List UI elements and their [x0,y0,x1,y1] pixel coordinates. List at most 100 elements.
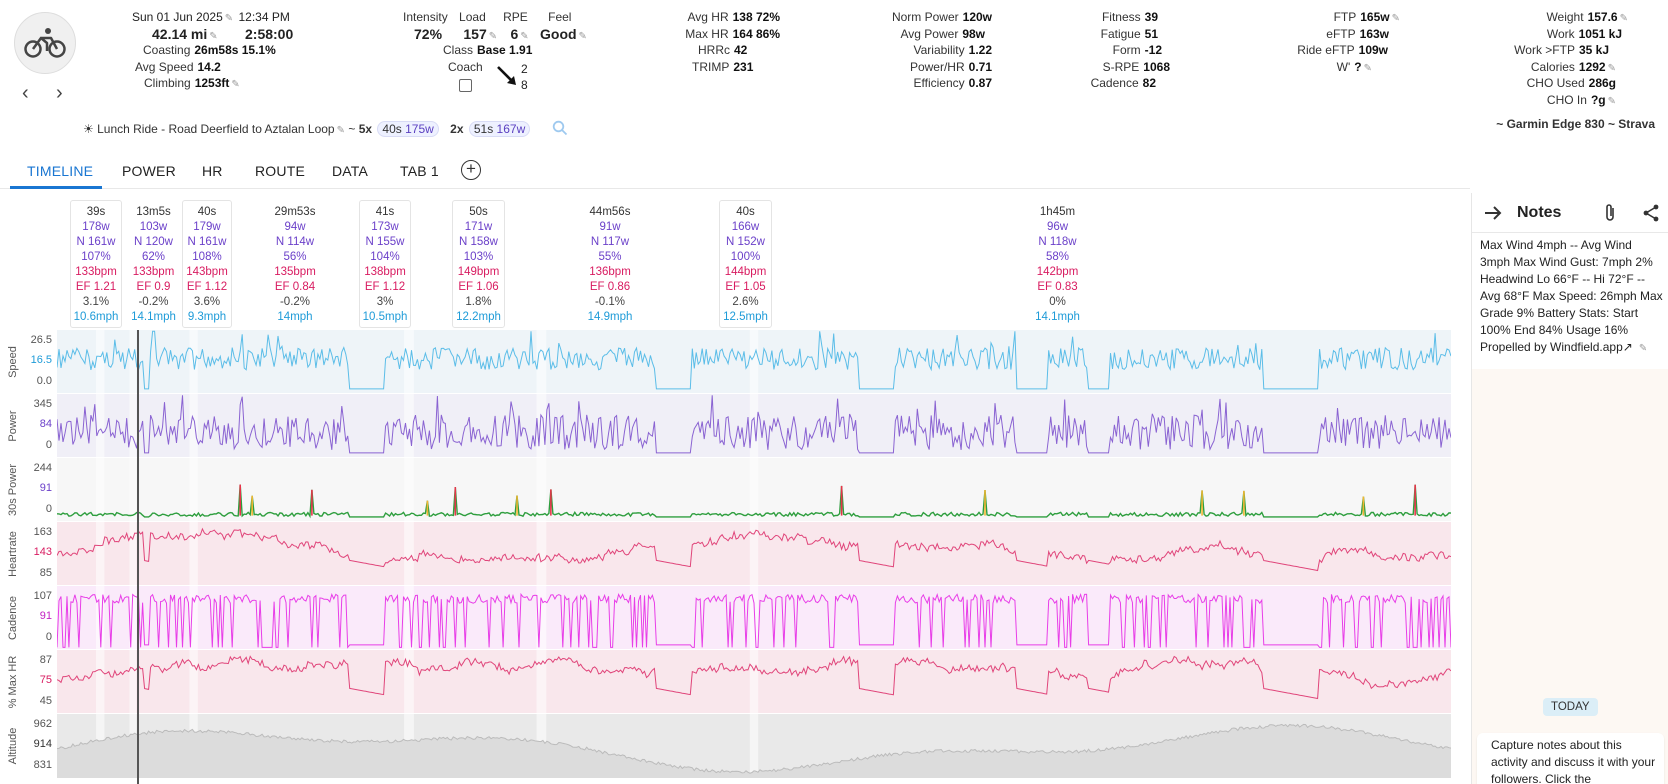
edit-icon[interactable]: ✎ [578,30,587,42]
interval-dur: 13m5s [136,206,171,218]
chart-axis-label: Speed [3,330,23,394]
interval-band [536,586,547,650]
bike-avatar[interactable] [14,12,76,74]
stat-value[interactable]: ?g [1590,92,1606,107]
interval-group-chip[interactable]: 51s 167w [468,121,531,137]
chart-trace-svg [57,394,1451,458]
chart-plot-area[interactable] [57,394,1451,458]
stat-value[interactable]: 1292 [1578,59,1606,74]
interval-band [189,522,198,586]
stat-value[interactable]: 157.6 [1587,10,1618,24]
add-tab-icon[interactable]: + [461,160,481,180]
activity-date[interactable]: Sun 01 Jun 2025 [132,10,223,24]
trend-bottom: 8 [521,78,528,92]
edit-icon[interactable]: ✎ [336,125,345,136]
chart-panel[interactable]: 30s Power 244 91 0 [0,458,1470,522]
interval-card[interactable]: 44m56s 91w N 117w 55% 136bpm EF 0.86 -0.1% 14.9… [545,200,675,328]
timeline-cursor[interactable] [137,330,139,784]
interval-group-chip[interactable]: 40s 175w [377,121,439,137]
chart-panel[interactable]: Heartrate 163 143 85 [0,522,1470,586]
chart-tick-label: 26.5 [30,334,52,346]
chart-axis-label: Heartrate [3,522,23,586]
stat-label: Work >FTP [1514,43,1575,57]
edit-icon[interactable]: ✎ [520,30,529,42]
chart-panel[interactable]: Power 345 84 0 [0,394,1470,458]
rpe-value[interactable]: 6 [510,25,519,42]
interval-card[interactable]: 40s 179w N 161w 108% 143bpm EF 1.12 3.6% 9.3mph [182,200,232,328]
chart-axis-label-text: Cadence [7,595,19,641]
load-value[interactable]: 157 [463,25,487,42]
interval-card[interactable]: 40s 166w N 152w 100% 144bpm EF 1.05 2.6% 12.5mp… [719,200,772,328]
external-link-icon[interactable]: ↗ [1622,340,1633,354]
interval-card[interactable]: 1h45m 96w N 118w 58% 142bpm EF 0.83 0% 14.1mph [975,200,1140,328]
chart-plot-area[interactable] [57,714,1451,778]
stat-value[interactable]: 165w [1360,10,1390,24]
stat-value: 1051 kJ [1578,26,1622,41]
chart-plot-area[interactable] [57,522,1451,586]
stat-work-ftp: Work >FTP 35 kJ [1478,42,1628,59]
paperclip-icon[interactable] [1603,203,1617,223]
device-source: ~ Garmin Edge 830 ~ Strava [1496,117,1655,131]
notes-content[interactable]: Max Wind 4mph -- Avg Wind 3mph Max Wind … [1472,233,1668,369]
search-icon[interactable] [552,120,568,136]
tab-hr[interactable]: HR [202,163,223,179]
tab-route[interactable]: ROUTE [255,163,305,179]
chart-panel[interactable]: Speed 26.5 16.5 0.0 [0,330,1470,394]
activity-distance[interactable]: 42.14 mi [152,25,208,42]
chart-plot-area[interactable] [57,650,1451,714]
edit-icon[interactable]: ✎ [231,79,240,90]
next-activity-icon[interactable]: › [56,82,63,104]
stat-value[interactable]: ? [1354,59,1362,74]
collapse-arrow-icon[interactable] [1484,205,1502,221]
chart-panel[interactable]: Cadence 107 91 0 [0,586,1470,650]
edit-icon[interactable]: ✎ [1619,13,1628,24]
chart-plot-area[interactable] [57,586,1451,650]
tab-timeline[interactable]: TIMELINE [27,163,94,179]
feel-value[interactable]: Good [540,25,577,42]
chart-trace-svg [57,522,1451,586]
interval-card[interactable]: 29m53s 94w N 114w 56% 135bpm EF 0.84 -0.2% 14mp… [240,200,350,328]
interval-card[interactable]: 41s 173w N 155w 104% 138bpm EF 1.12 3% 10.5mph [359,200,411,328]
stat-value: 109w [1358,43,1388,57]
interval-pow: 94w [284,221,306,233]
activity-name[interactable]: Lunch Ride - Road Deerfield to Aztalan L… [97,122,335,136]
tab-power[interactable]: POWER [122,163,176,179]
edit-icon[interactable]: ✎ [1391,13,1400,24]
chart-panel[interactable]: % Max HR 87 75 45 [0,650,1470,714]
stat-calories: Calories 1292 ✎ [1478,59,1628,76]
prev-activity-icon[interactable]: ‹ [22,82,29,104]
class-label: Class [443,43,474,57]
edit-icon[interactable]: ✎ [1638,343,1648,354]
tab-data[interactable]: DATA [332,163,369,179]
stat-cadence: Cadence 82 [1050,75,1170,92]
notes-prompt[interactable]: Capture notes about this activity and di… [1477,733,1664,784]
chart-plot-area[interactable] [57,330,1451,394]
chart-tick-label: 107 [33,590,52,602]
interval-band [404,522,414,586]
interval-int: 56% [283,251,307,263]
edit-icon[interactable]: ✎ [1363,62,1372,74]
edit-icon[interactable]: ✎ [1607,62,1616,74]
stat-label: FTP [1333,10,1357,24]
chart-plot-area[interactable] [57,458,1451,522]
interval-band [404,458,414,522]
interval-ef: EF 0.84 [274,281,316,293]
interval-card[interactable]: 50s 171w N 158w 103% 149bpm EF 1.06 1.8% 12.2mp… [452,200,505,328]
coach-label: Coach [448,59,483,74]
edit-icon[interactable]: ✎ [488,30,498,42]
interval-hr: 136bpm [589,266,631,278]
interval-hr: 133bpm [75,266,117,278]
chart-trace-line [57,484,1451,519]
interval-card[interactable]: 13m5s 103w N 120w 62% 133bpm EF 0.9 -0.2% 14.1m… [130,200,177,328]
interval-band [129,394,137,458]
tab-custom[interactable]: TAB 1 [400,163,439,179]
interval-int: 107% [81,251,111,263]
share-icon[interactable] [1642,204,1660,222]
coach-checkbox[interactable] [459,79,472,92]
edit-icon[interactable]: ✎ [224,13,234,24]
chip-duration: 51s [473,122,494,136]
edit-icon[interactable]: ✎ [209,30,218,42]
interval-card[interactable]: 39s 178w N 161w 107% 133bpm EF 1.21 3.1% 10.6mp… [70,200,122,328]
chart-panel[interactable]: Altitude 962 914 831 [0,714,1470,778]
edit-icon[interactable]: ✎ [1607,95,1616,107]
